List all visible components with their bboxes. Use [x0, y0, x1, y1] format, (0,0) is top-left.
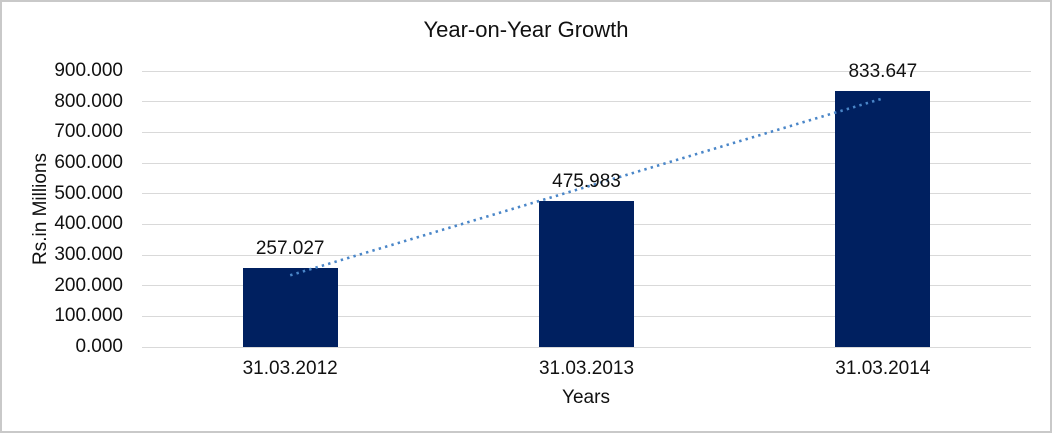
bar-31.03.2012 — [242, 268, 338, 347]
y-axis-tick-label: 900.000 — [54, 60, 123, 81]
x-axis-tick-label: 31.03.2012 — [242, 358, 338, 379]
data-label-31.03.2012: 257.027 — [255, 238, 325, 260]
y-axis-tick-label: 600.000 — [54, 152, 123, 173]
x-axis-tick-label: 31.03.2014 — [835, 358, 931, 379]
y-axis-tick-label: 800.000 — [54, 90, 123, 112]
data-label-31.03.2014: 833.647 — [848, 61, 918, 83]
y-axis-tick-label: 700.000 — [54, 121, 123, 143]
y-axis-tick-label: 0.000 — [75, 336, 123, 357]
y-axis-tick-label: 300.000 — [54, 244, 123, 265]
gridline — [142, 70, 1031, 72]
chart-title: Year-on-Year Growth — [423, 17, 629, 42]
y-axis-tick-label: 500.000 — [54, 182, 123, 204]
bar-31.03.2013 — [539, 201, 634, 347]
x-axis-tick-label: 31.03.2013 — [538, 358, 635, 379]
x-axis-title: Years — [562, 387, 610, 408]
y-axis-tick-label: 100.000 — [54, 305, 123, 327]
y-axis-tick-label: 400.000 — [54, 213, 123, 235]
y-axis-tick-label: 200.000 — [54, 274, 123, 296]
data-label-31.03.2013: 475.983 — [552, 171, 621, 193]
bar-31.03.2014 — [835, 91, 931, 347]
gridline — [142, 346, 1031, 348]
